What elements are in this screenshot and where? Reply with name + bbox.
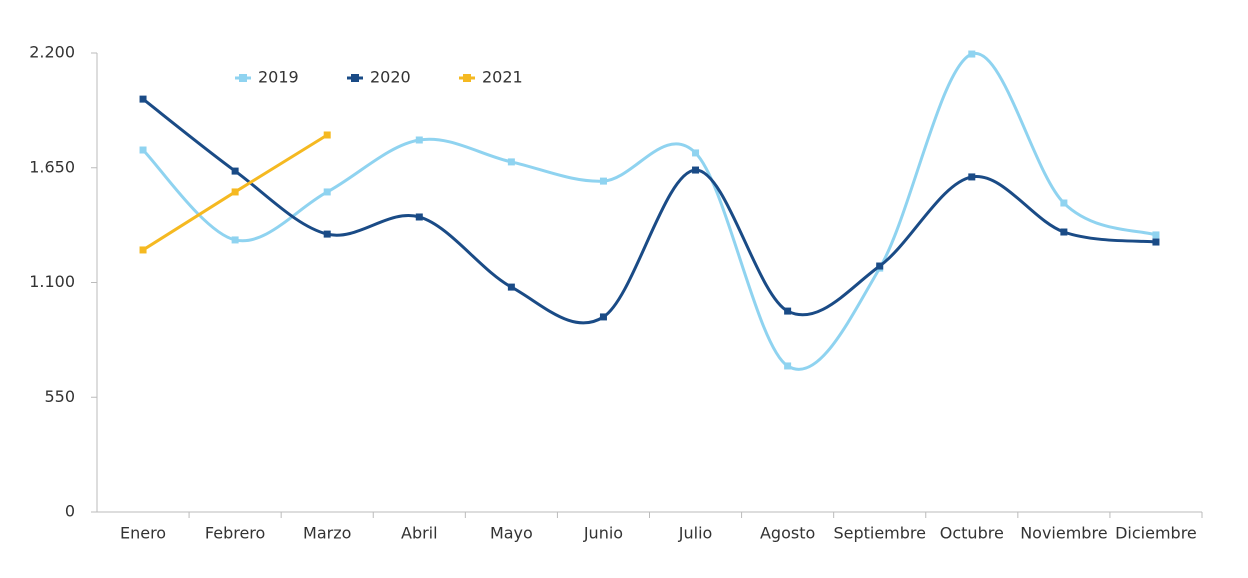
x-tick-label: Noviembre — [1020, 524, 1107, 543]
x-tick-label: Enero — [120, 524, 166, 543]
point-marker — [231, 236, 239, 244]
legend-label: 2021 — [482, 68, 523, 87]
point-marker — [784, 307, 792, 315]
point-marker — [231, 188, 239, 196]
x-tick-label: Abril — [401, 524, 438, 543]
point-marker — [692, 149, 700, 157]
legend-label: 2019 — [258, 68, 299, 87]
point-marker — [784, 362, 792, 370]
y-tick-label: 1.100 — [29, 272, 75, 291]
point-marker — [139, 146, 147, 154]
y-tick-label: 1.650 — [29, 157, 75, 176]
point-marker — [599, 177, 607, 185]
point-marker — [876, 262, 884, 270]
point-marker — [1060, 228, 1068, 236]
point-marker — [599, 313, 607, 321]
x-tick-label: Julio — [678, 524, 713, 543]
x-tick-label: Mayo — [490, 524, 533, 543]
point-marker — [507, 283, 515, 291]
point-marker — [507, 158, 515, 166]
point-marker — [1152, 238, 1160, 246]
x-tick-label: Agosto — [760, 524, 815, 543]
point-marker — [139, 95, 147, 103]
point-marker — [415, 213, 423, 221]
series-line — [142, 97, 1157, 325]
legend-marker — [463, 74, 471, 82]
point-marker — [415, 136, 423, 144]
y-tick-label: 550 — [44, 387, 75, 406]
point-marker — [1152, 231, 1160, 239]
y-tick-label: 2.200 — [29, 43, 75, 62]
point-marker — [692, 166, 700, 174]
point-marker — [1060, 199, 1068, 207]
point-marker — [968, 50, 976, 58]
point-marker — [139, 246, 147, 254]
x-tick-label: Febrero — [205, 524, 265, 543]
point-marker — [323, 131, 331, 139]
x-tick-label: Octubre — [940, 524, 1004, 543]
legend-marker — [351, 74, 359, 82]
x-tick-label: Marzo — [303, 524, 351, 543]
legend-label: 2020 — [370, 68, 411, 87]
x-tick-label: Diciembre — [1115, 524, 1197, 543]
y-tick-label: 0 — [65, 502, 75, 521]
x-tick-label: Septiembre — [833, 524, 926, 543]
x-tick-label: Junio — [583, 524, 623, 543]
point-marker — [231, 167, 239, 175]
point-marker — [323, 230, 331, 238]
point-marker — [323, 188, 331, 196]
point-marker — [968, 173, 976, 181]
series-line — [141, 52, 1157, 371]
legend-marker — [239, 74, 247, 82]
